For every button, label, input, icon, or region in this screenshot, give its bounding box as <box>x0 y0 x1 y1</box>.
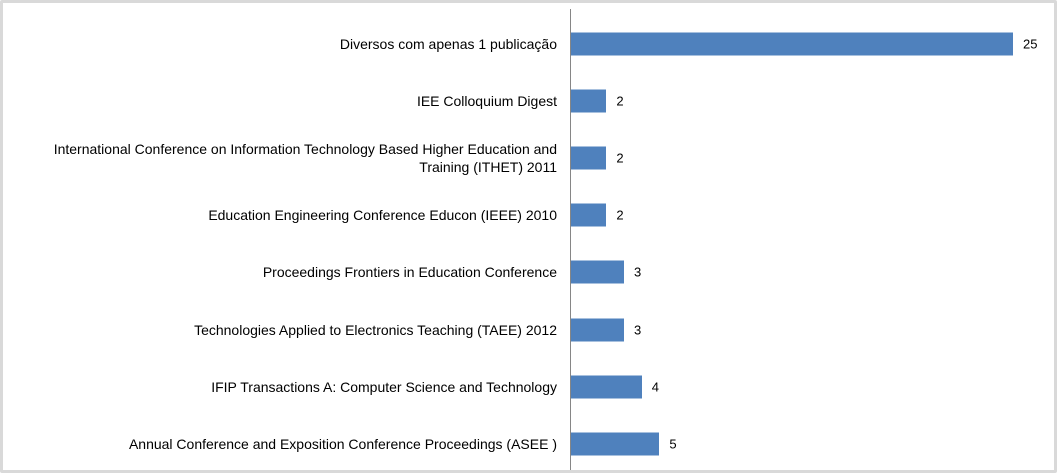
category-label: Proceedings Frontiers in Education Confe… <box>262 264 557 281</box>
bar <box>571 260 625 284</box>
bar <box>571 203 607 227</box>
category-label: IFIP Transactions A: Computer Science an… <box>211 378 557 395</box>
data-label: 25 <box>1023 36 1038 52</box>
category-label: Technologies Applied to Electronics Teac… <box>194 321 557 338</box>
category-label: Education Engineering Conference Educon … <box>208 207 557 224</box>
data-label: 2 <box>616 150 624 166</box>
category-label: Diversos com apenas 1 publicação <box>339 36 557 52</box>
bar <box>571 375 642 399</box>
category-label: International Conference on Information … <box>53 141 557 176</box>
bar <box>571 32 1013 56</box>
data-label: 5 <box>669 436 677 452</box>
category-axis <box>570 9 571 470</box>
data-label: 3 <box>634 322 642 337</box>
data-label: 3 <box>634 264 642 280</box>
bar <box>571 89 607 113</box>
data-label: 4 <box>651 379 659 395</box>
data-label: 2 <box>616 207 624 223</box>
category-label: IEE Colloquium Digest <box>416 93 557 110</box>
bar <box>571 432 660 456</box>
bar <box>571 318 625 341</box>
bar <box>571 146 607 170</box>
category-label: Annual Conference and Exposition Confere… <box>128 435 557 452</box>
data-label: 2 <box>616 93 624 109</box>
